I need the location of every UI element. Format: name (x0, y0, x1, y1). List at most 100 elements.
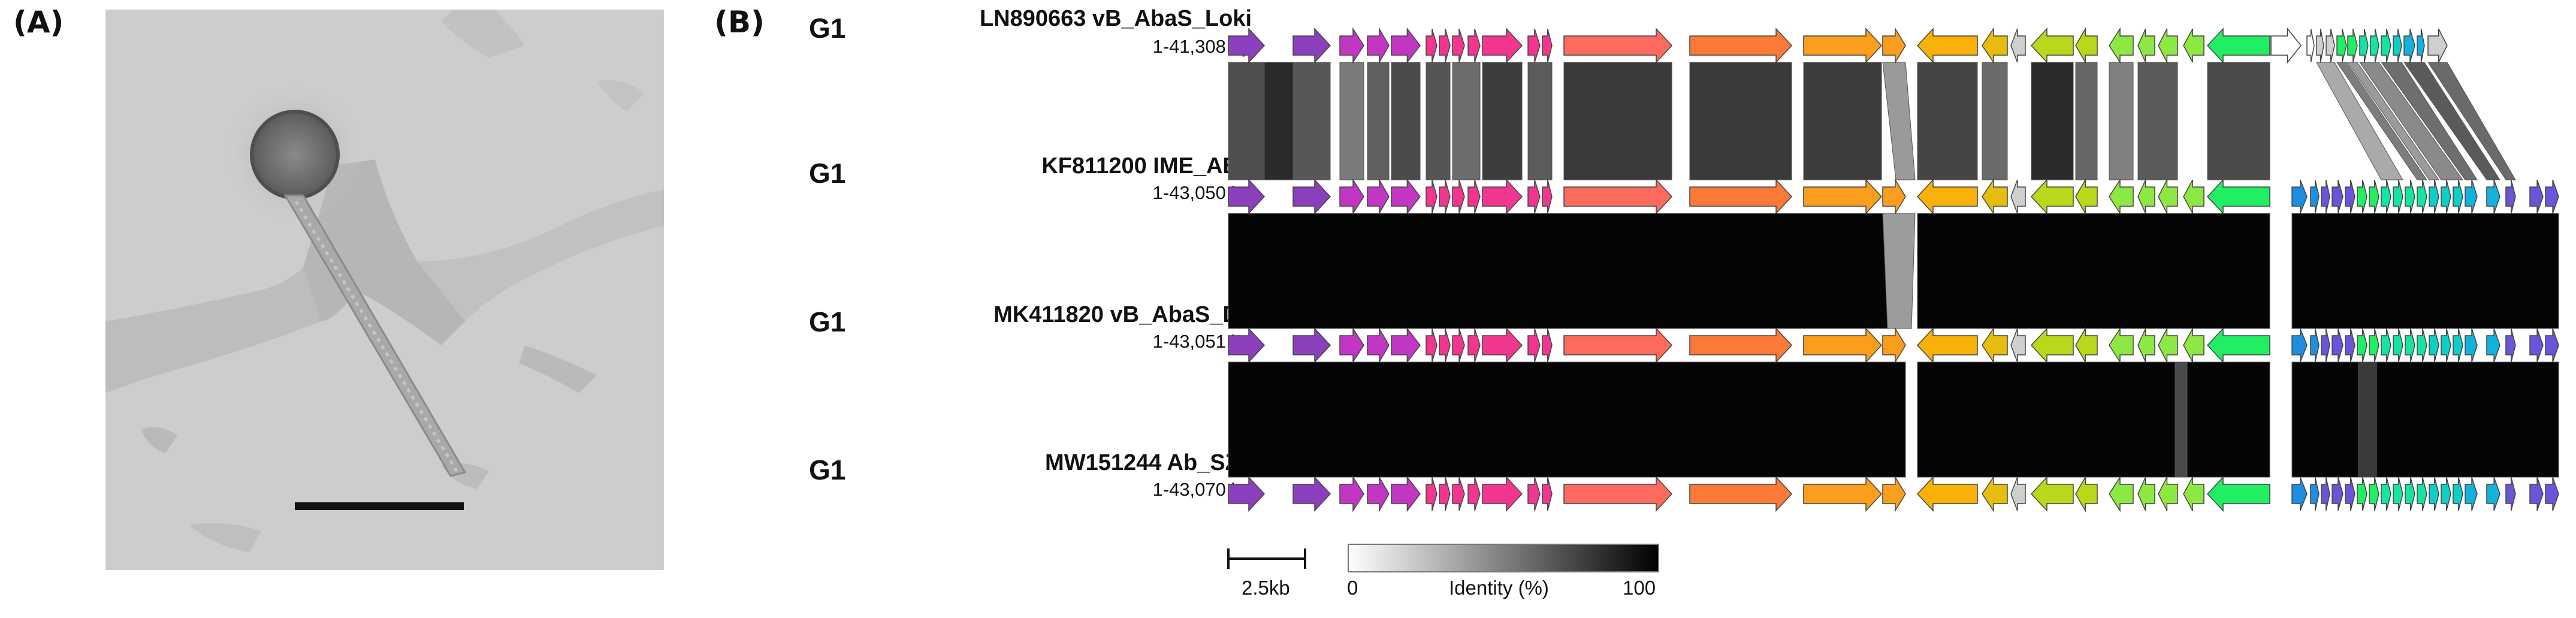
identity-link (1803, 62, 1882, 180)
gene-arrow (1689, 327, 1793, 363)
scale-bar-label: 2.5kb (1242, 577, 1290, 599)
identity-link (1882, 62, 1916, 180)
gene-arrow (2347, 28, 2358, 63)
gene-arrow (2505, 179, 2516, 214)
identity-link (1689, 62, 1792, 180)
gene-arrow (2505, 477, 2516, 511)
gene-arrow (1426, 179, 1438, 214)
gene-arrow (2010, 477, 2026, 511)
gene-arrow (2158, 477, 2178, 511)
gene-arrow (1563, 327, 1673, 363)
gene-arrow (2529, 179, 2544, 214)
gene-arrow (1882, 475, 1906, 513)
gene-arrow (1228, 179, 1266, 215)
gene-arrow (1882, 178, 1906, 215)
genome-2-group-label: G1 (809, 158, 846, 189)
identity-link (1264, 62, 1294, 180)
identity-link (2316, 62, 2403, 180)
identity-link (2347, 62, 2439, 180)
gene-arrow (1482, 28, 1523, 64)
gene-arrow (1452, 328, 1465, 363)
gene-arrow (1689, 28, 1793, 64)
identity-link (1228, 62, 1265, 180)
gene-arrow (1228, 28, 1266, 64)
gene-arrow (2393, 477, 2403, 511)
gene-arrow (2393, 179, 2403, 214)
gene-arrow (1467, 28, 1481, 63)
gene-arrow (1527, 328, 1541, 363)
gene-arrow (1689, 476, 1793, 512)
gene-arrow (2381, 477, 2391, 511)
gene-arrow (2441, 477, 2451, 511)
gene-arrow (2291, 477, 2308, 511)
identity-link (2109, 62, 2134, 180)
gene-arrow (1563, 179, 1673, 215)
gene-arrow (1228, 476, 1266, 512)
gene-arrow (2206, 476, 2270, 512)
gene-arrow (2158, 179, 2178, 214)
identity-link (1228, 361, 1906, 478)
gene-arrow (1803, 28, 1883, 64)
gene-arrow (2405, 328, 2415, 363)
gene-arrow (2310, 179, 2320, 214)
gene-arrow (1391, 178, 1421, 215)
genome-4-group-label: G1 (809, 454, 846, 486)
gene-arrow (2030, 327, 2074, 363)
gene-arrow (2381, 179, 2391, 214)
gene-arrow (2417, 328, 2427, 363)
gene-arrow (2453, 179, 2463, 214)
identity-link (2137, 62, 2178, 180)
gene-arrow (1439, 477, 1451, 511)
gene-arrow (2545, 179, 2559, 214)
gene-arrow (2465, 477, 2478, 511)
gene-arrow (2345, 477, 2355, 511)
gene-arrow (2359, 28, 2369, 63)
gene-arrow (2321, 477, 2330, 511)
gene-arrow (2369, 477, 2379, 511)
genome-4-name: MW151244 Ab_SZ3 (1045, 450, 1252, 475)
gene-arrow (2030, 28, 2074, 64)
gene-arrow (2405, 179, 2415, 214)
identity-link (1292, 62, 1331, 180)
gene-arrow (2453, 477, 2463, 511)
gene-arrow (1916, 179, 1978, 215)
panel-b-label: (B) (714, 5, 765, 40)
gene-arrow (2381, 28, 2391, 63)
gene-arrow (2332, 328, 2344, 363)
gene-arrow (1982, 475, 2008, 513)
gene-arrow (1563, 476, 1673, 512)
gene-arrow (2109, 178, 2134, 215)
gene-arrow (1916, 476, 1978, 512)
gene-arrow (1689, 179, 1793, 215)
gene-arrow (2030, 476, 2074, 512)
gene-arrow (2206, 179, 2270, 215)
identity-link (2358, 361, 2377, 478)
gene-arrow (1292, 179, 1331, 215)
gene-arrow (2183, 328, 2204, 363)
identity-link (1367, 62, 1390, 180)
gene-arrow (1391, 27, 1421, 64)
gene-arrow (1367, 27, 1390, 64)
gene-arrow (2429, 328, 2439, 363)
identity-color-bar (1348, 544, 1659, 572)
gene-arrow (2369, 328, 2379, 363)
gene-arrow (2403, 28, 2415, 63)
gene-arrow (1391, 475, 1421, 513)
gene-arrow (2075, 178, 2098, 215)
identity-link (2291, 361, 2559, 478)
gene-arrow (1527, 179, 1541, 214)
gene-arrow (1292, 327, 1331, 363)
gene-arrow (2010, 28, 2026, 63)
gene-arrow (2429, 179, 2439, 214)
gene-arrow (2357, 477, 2367, 511)
gene-arrow (1916, 327, 1978, 363)
gene-arrow (2405, 477, 2415, 511)
gene-arrow (2206, 327, 2270, 363)
genome-1-group-label: G1 (809, 13, 846, 44)
gene-arrow (2357, 179, 2367, 214)
gene-arrow (2453, 328, 2463, 363)
gene-arrow (2486, 328, 2500, 363)
identity-link (1527, 62, 1553, 180)
gene-arrow (2158, 28, 2178, 63)
gene-arrow (2486, 179, 2500, 214)
